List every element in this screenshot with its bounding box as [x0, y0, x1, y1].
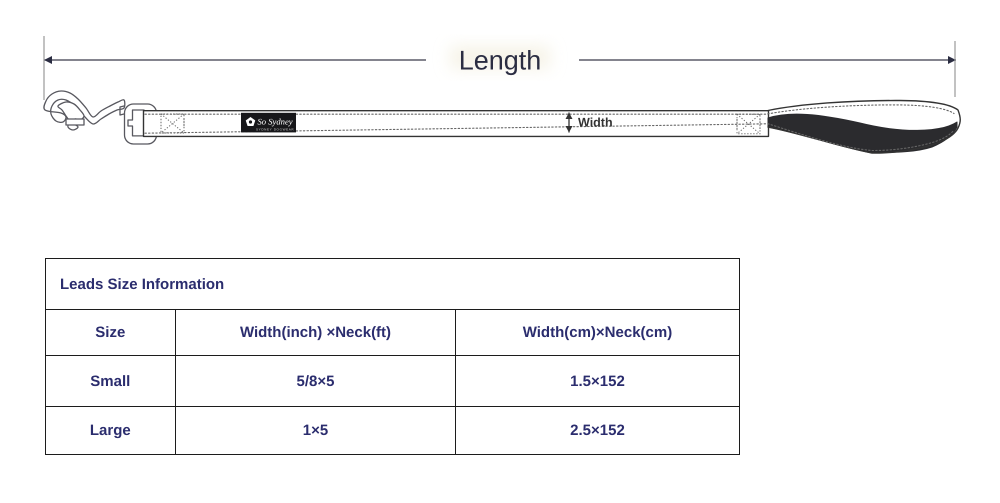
svg-text:SYDNEY DOGWEAR: SYDNEY DOGWEAR — [256, 127, 294, 131]
svg-text:Width: Width — [578, 116, 613, 130]
svg-text:So Sydney: So Sydney — [258, 116, 293, 126]
svg-text:Length: Length — [459, 46, 542, 76]
